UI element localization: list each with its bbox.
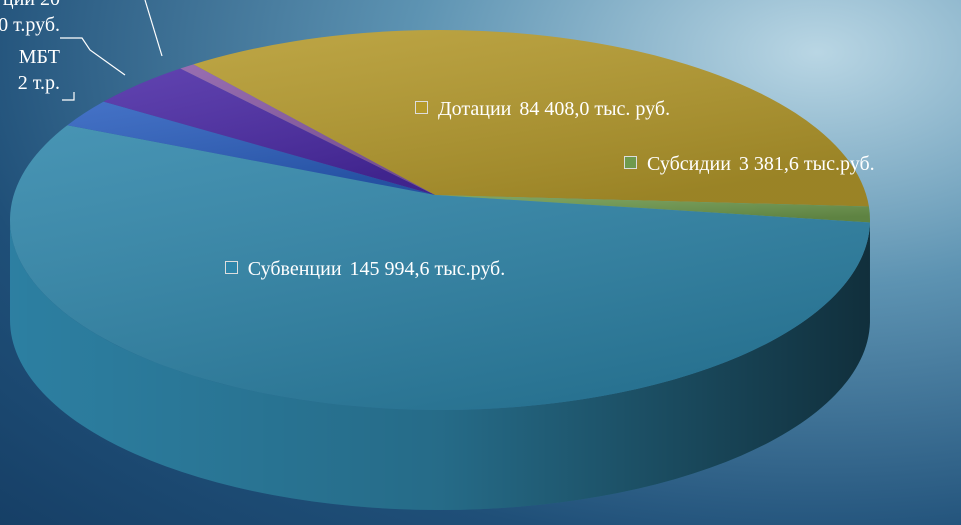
leader-line	[60, 37, 126, 76]
value-label: 3 381,6 тыс.руб.	[738, 153, 875, 175]
label: ции 20 0 т.руб.	[0, 0, 60, 38]
legend-swatch	[224, 261, 238, 274]
slice-gloss	[193, 30, 869, 207]
label: Дотации 84 408,0 тыс. руб.	[415, 96, 670, 122]
leader-line	[144, 0, 163, 57]
category-label: МБТ	[18, 46, 60, 68]
slice-gloss	[435, 195, 870, 223]
category-label: ции 20	[3, 0, 60, 10]
category-label: Субвенции	[247, 258, 342, 280]
category-label: Субсидии	[647, 153, 731, 175]
label: Субсидии 3 381,6 тыс.руб.	[624, 151, 875, 177]
legend-swatch	[415, 101, 428, 114]
category-label: Дотации	[438, 98, 512, 120]
label: Субвенции 145 994,6 тыс.руб.	[215, 256, 515, 282]
legend-swatch	[624, 156, 637, 169]
value-label: 0 т.руб.	[0, 14, 60, 36]
value-label: 145 994,6 тыс.руб.	[349, 258, 506, 280]
leader-lines	[60, 0, 163, 101]
slice-side-shade	[10, 220, 870, 510]
slice-gloss	[103, 68, 435, 195]
label: МБТ 2 т.р.	[18, 44, 60, 96]
slice-gloss	[180, 64, 435, 195]
value-label: 84 408,0 тыс. руб.	[519, 98, 671, 120]
slice-gloss	[67, 101, 435, 195]
value-label: 2 т.р.	[17, 72, 60, 94]
leader-line	[62, 92, 75, 101]
slice-gloss	[9, 125, 870, 411]
